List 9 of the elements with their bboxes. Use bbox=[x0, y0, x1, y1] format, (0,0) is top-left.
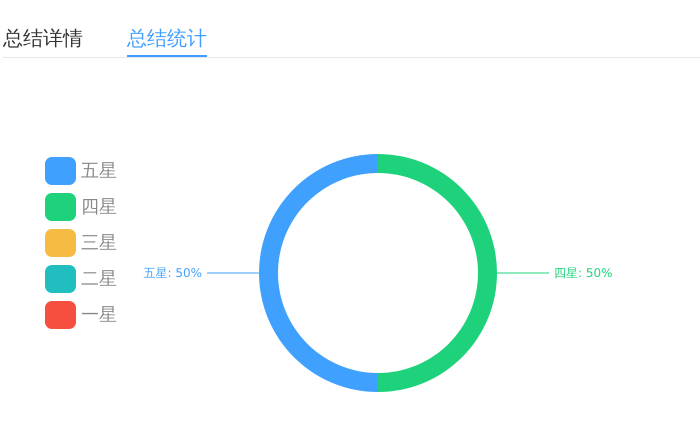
legend-label: 五星 bbox=[81, 160, 117, 182]
legend-label: 一星 bbox=[81, 304, 117, 326]
legend-label: 四星 bbox=[81, 196, 117, 218]
data-label: 四星: 50% bbox=[554, 266, 613, 280]
text: 总结详情 bbox=[3, 26, 83, 52]
legend-label: 三星 bbox=[81, 232, 117, 254]
legend-label: 二星 bbox=[81, 268, 117, 290]
data-label: 五星: 50% bbox=[143, 266, 202, 280]
text: 总结统计 bbox=[127, 26, 207, 57]
